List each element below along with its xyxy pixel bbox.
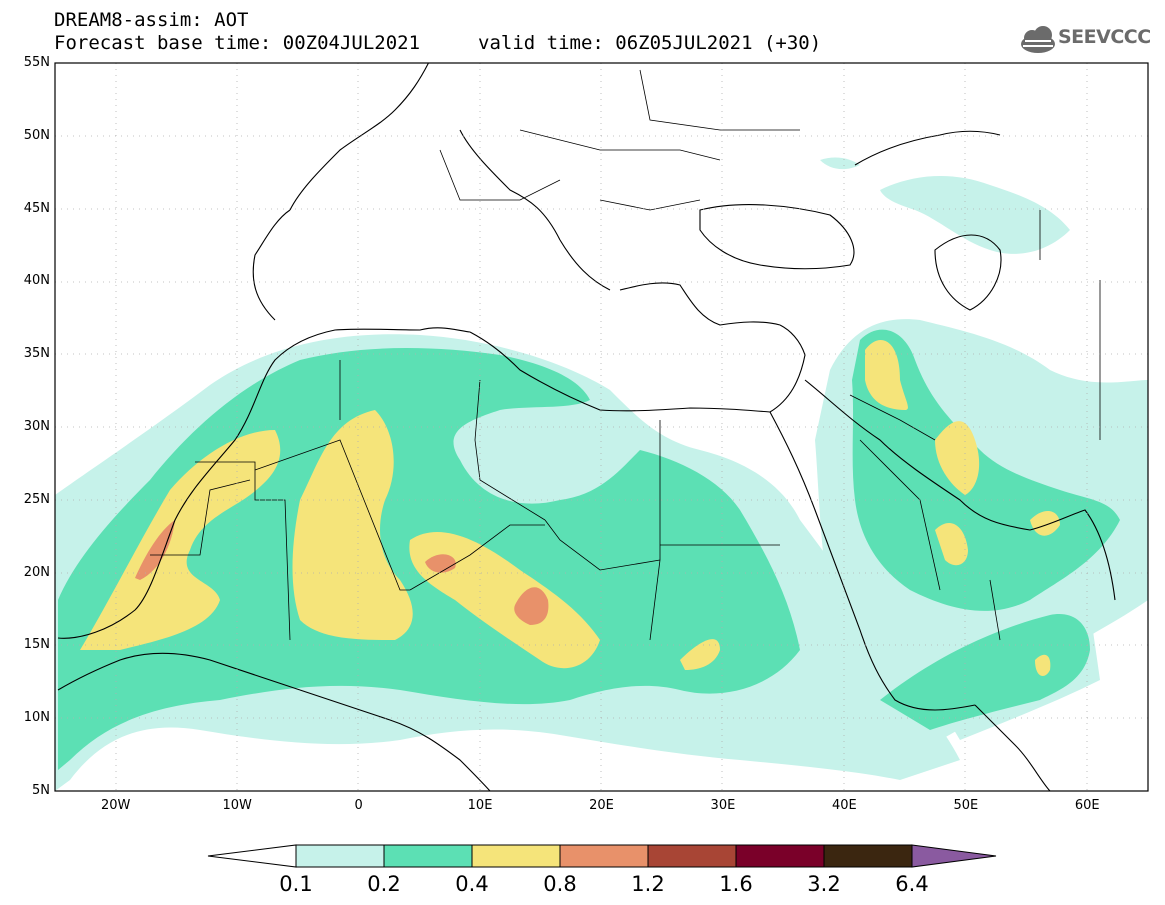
colorbar-low-arrow <box>207 844 297 868</box>
colorbar-label: 0.2 <box>367 872 401 896</box>
country-borders <box>150 69 1101 641</box>
lat-tick-label: 20N <box>23 564 50 580</box>
colorbar-label: 6.4 <box>895 872 929 896</box>
lat-lon-grid <box>55 63 1148 791</box>
colorbar <box>207 844 997 868</box>
lat-tick-label: 5N <box>32 783 50 798</box>
colorbar-swatch <box>383 844 473 868</box>
lat-tick-label: 40N <box>23 273 50 289</box>
lon-tick-label: 60E <box>1074 798 1100 813</box>
cloud-logo-icon <box>1021 26 1055 53</box>
colorbar-label: 0.8 <box>543 872 577 896</box>
lat-tick-label: 10N <box>23 710 50 726</box>
lon-tick-label: 0 <box>354 798 363 813</box>
colorbar-swatch <box>471 844 561 868</box>
lat-tick-label: 50N <box>23 127 50 143</box>
lat-tick-label: 45N <box>23 200 50 216</box>
colorbar-label: 0.4 <box>455 872 489 896</box>
lon-tick-label: 10E <box>467 798 493 813</box>
map-frame <box>54 62 1149 792</box>
lat-tick-label: 30N <box>23 419 50 434</box>
colorbar-label: 1.2 <box>631 872 665 896</box>
aot-band-0.8 <box>135 520 549 625</box>
colorbar-label: 3.2 <box>807 872 841 896</box>
colorbar-label: 1.6 <box>719 872 753 896</box>
map-title: DREAM8-assim: AOT <box>54 9 249 31</box>
lat-tick-label: 55N <box>23 55 50 70</box>
lat-tick-label: 25N <box>23 491 50 507</box>
colorbar-swatch <box>559 844 649 868</box>
valid-time: valid time: 06Z05JUL2021 (+30) <box>478 32 822 54</box>
logo-text: SEEVCCC <box>1058 26 1151 48</box>
colorbar-swatch <box>823 844 913 868</box>
forecast-base-time: Forecast base time: 00Z04JUL2021 <box>54 32 421 54</box>
lon-tick-label: 20W <box>101 798 131 813</box>
lat-tick-label: 15N <box>23 637 50 653</box>
colorbar-high-arrow <box>911 844 997 868</box>
lon-tick-label: 40E <box>831 798 857 813</box>
lon-tick-label: 20E <box>589 798 614 813</box>
colorbar-label: 0.1 <box>279 872 313 896</box>
colorbar-swatch <box>295 844 385 868</box>
lon-tick-label: 30E <box>710 798 736 813</box>
lat-tick-label: 35N <box>23 346 50 362</box>
lon-tick-label: 10W <box>222 798 252 813</box>
coastlines <box>57 63 1116 791</box>
colorbar-swatch <box>735 844 825 868</box>
colorbar-swatch <box>647 844 737 868</box>
lon-tick-label: 50E <box>953 798 979 813</box>
